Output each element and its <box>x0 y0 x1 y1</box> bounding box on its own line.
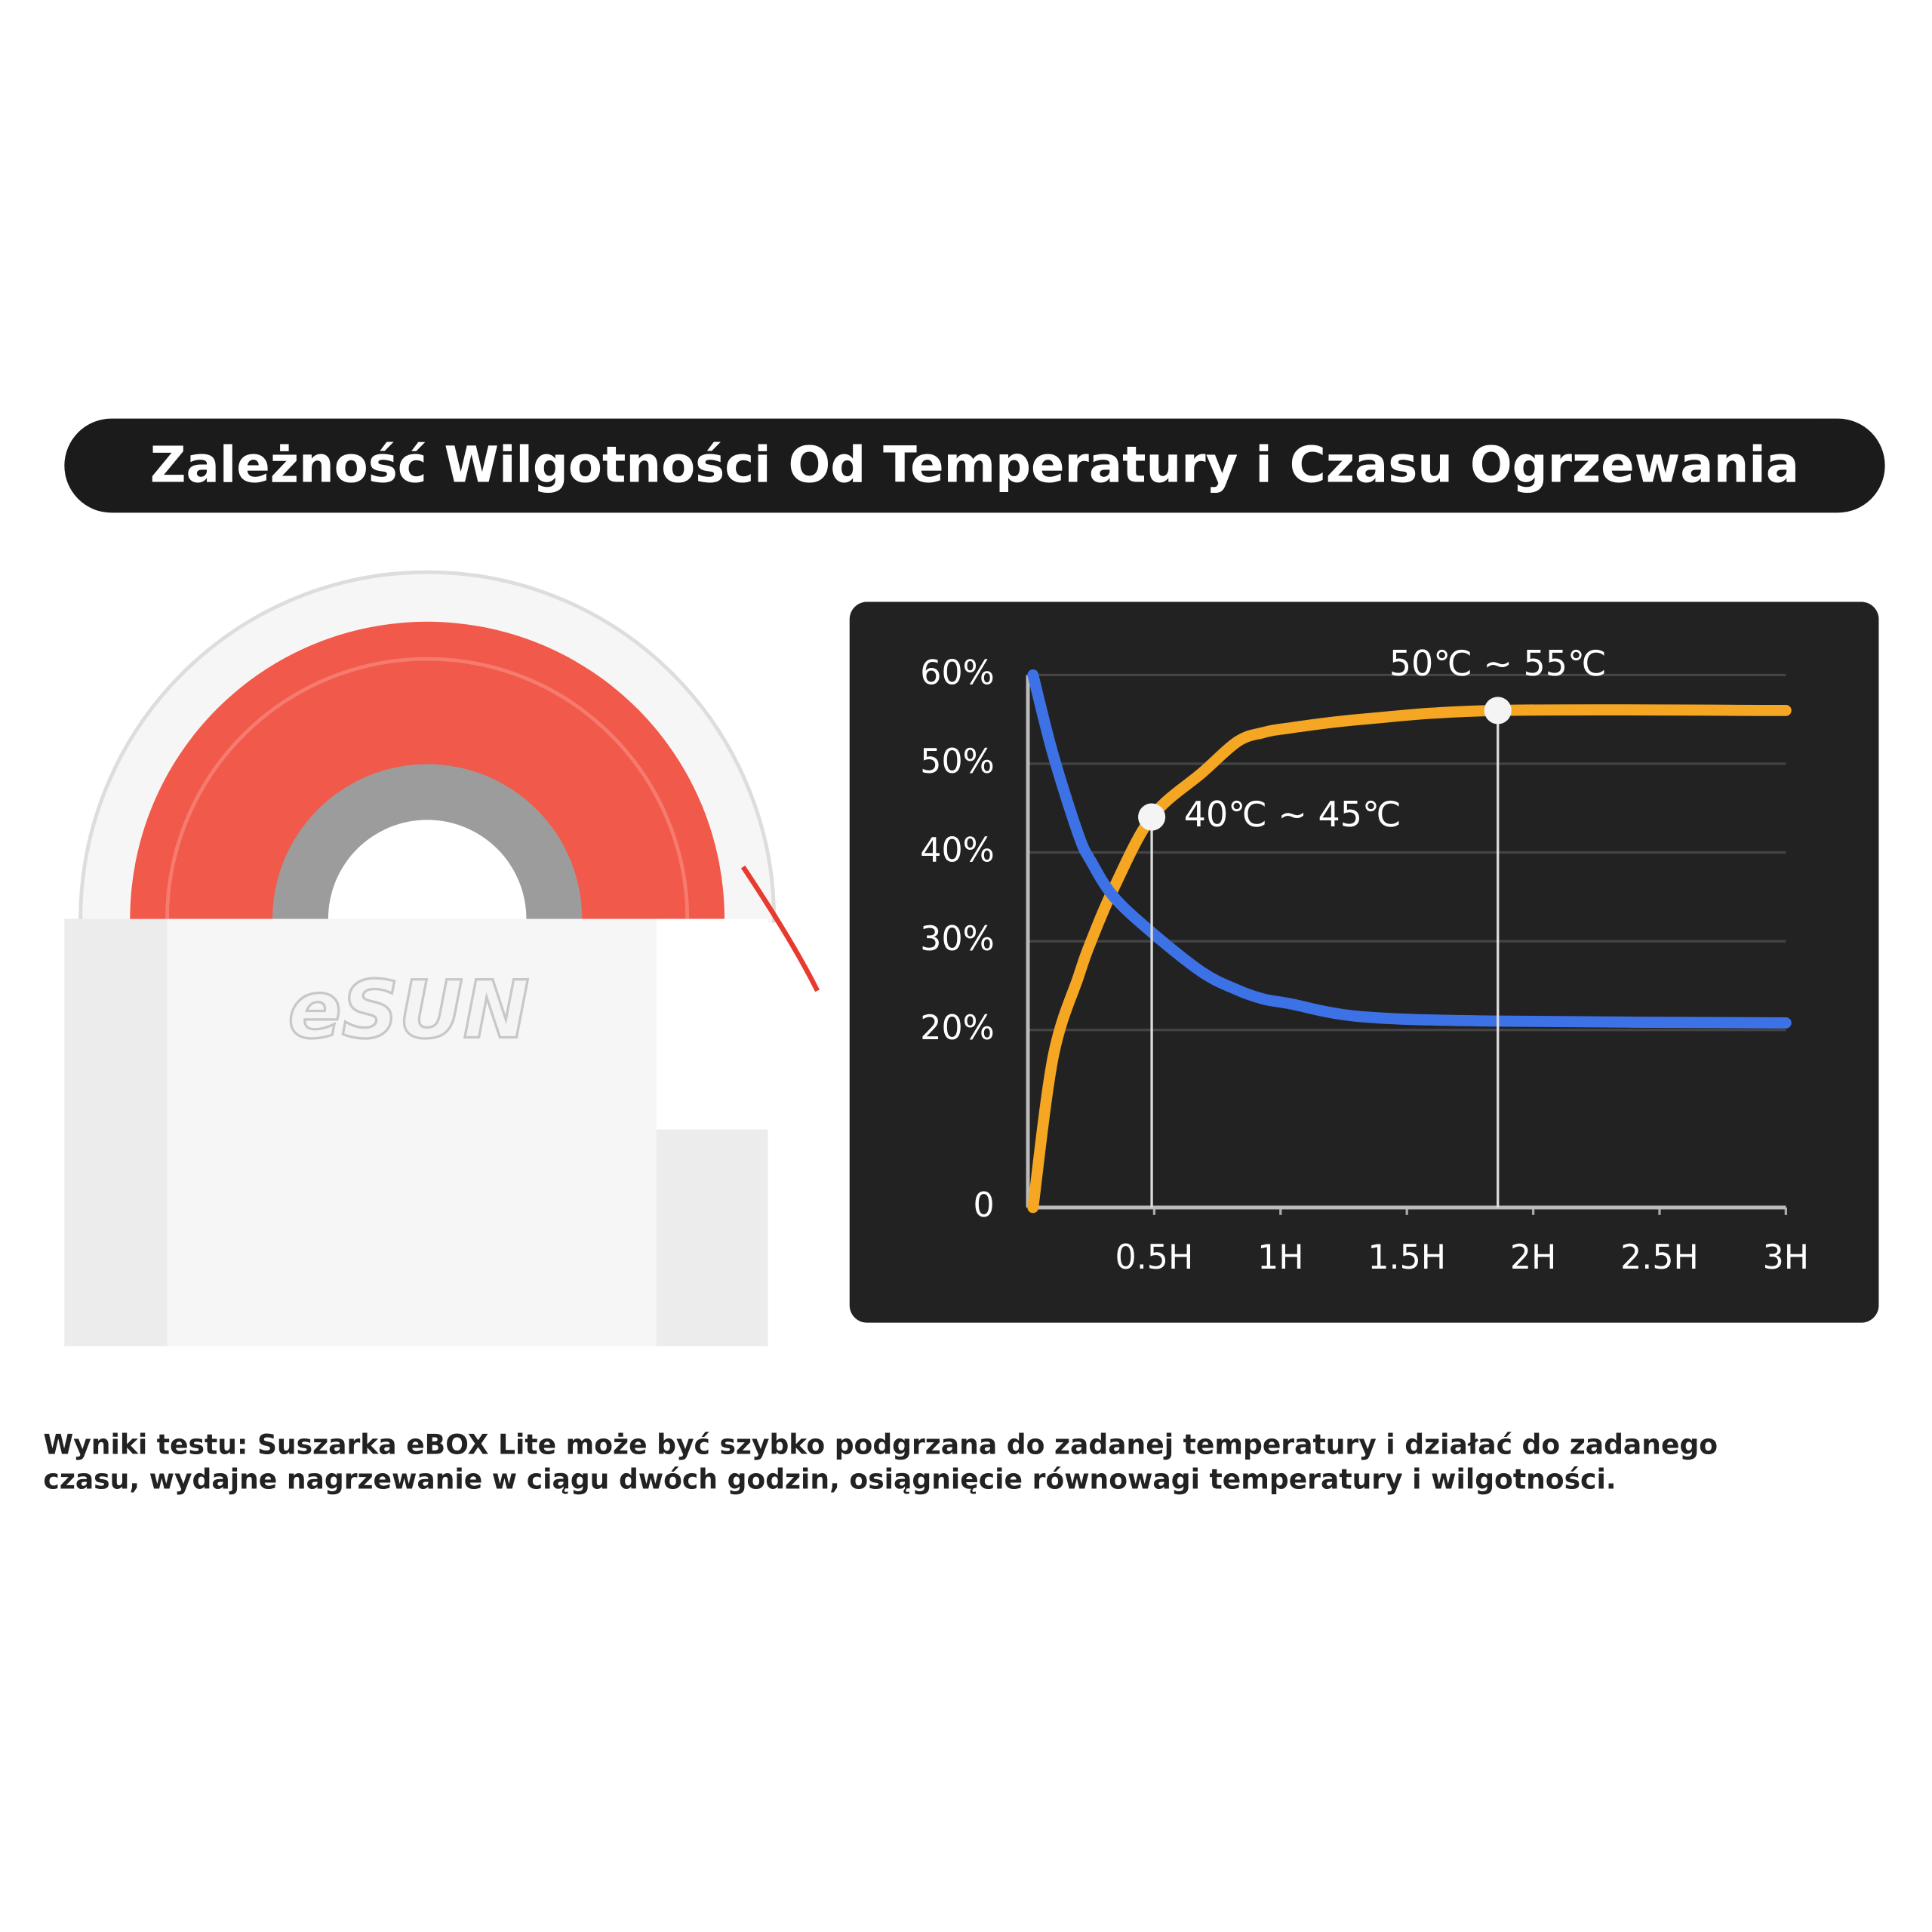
plot: 0 20% 30% 40% 50% 60% 0.5H 1H 1.5H 2H 2.5H 3H 40℃ ~ … <box>920 643 1809 1277</box>
y-tick-label: 40% <box>920 832 994 870</box>
y-tick-label: 30% <box>920 920 994 958</box>
filament-strand <box>740 865 820 992</box>
x-tick-label: 0.5H <box>1115 1238 1194 1277</box>
annotation-point <box>1484 697 1512 724</box>
annotation-point <box>1138 803 1166 831</box>
dryer-side <box>656 918 768 1130</box>
caption-line: czasu, wydajne nagrzewanie w ciągu dwóch… <box>43 1463 1616 1496</box>
x-tick-label: 1H <box>1257 1238 1304 1277</box>
series-line <box>1027 704 1792 1214</box>
title-banner <box>64 418 1885 513</box>
logo: eSUN <box>288 964 530 1056</box>
title: Zależność Wilgotności Od Temperatury i C… <box>150 436 1799 494</box>
annotation-label: 40℃ ~ 45℃ <box>1184 794 1401 835</box>
y-tick-label: 50% <box>920 743 994 781</box>
x-tick-label: 1.5H <box>1367 1238 1446 1277</box>
y-tick-label: 20% <box>920 1009 994 1048</box>
product-illustration: eSUN <box>64 570 820 1346</box>
chart-panel <box>849 601 1879 1323</box>
dryer-front <box>167 918 657 1346</box>
x-tick-label: 2H <box>1510 1238 1557 1277</box>
x-tick-label: 2.5H <box>1620 1238 1699 1277</box>
spool-hole <box>328 820 527 923</box>
annotation-label: 50℃ ~ 55℃ <box>1389 643 1607 684</box>
caption-line: Wyniki testu: Suszarka eBOX Lite może by… <box>43 1429 1718 1461</box>
x-tick-label: 3H <box>1763 1238 1810 1277</box>
series-line <box>1027 669 1792 1029</box>
y-tick-label: 0 <box>974 1186 995 1225</box>
y-tick-label: 60% <box>920 654 994 692</box>
